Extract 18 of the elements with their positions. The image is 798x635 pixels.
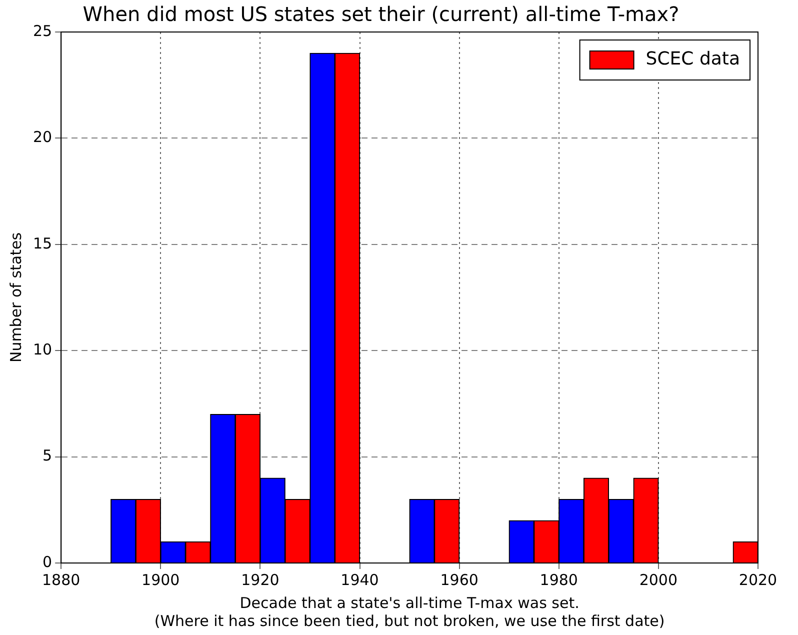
- y-tick-label: 10: [32, 340, 52, 358]
- x-tick-label: 1960: [440, 570, 478, 589]
- x-tick-label: 1980: [540, 570, 578, 589]
- y-tick-label: 0: [42, 552, 52, 571]
- x-tick-label: 1940: [340, 570, 379, 589]
- x-tick-label: 1900: [142, 570, 180, 589]
- x-tick-label: 2000: [639, 570, 678, 589]
- x-tick-label: 2020: [738, 570, 778, 589]
- legend-label: SCEC data: [646, 48, 740, 70]
- x-axis-title: Decade that a state's all-time T-max was set. (Where it has since been tied, but not broken, we use the first date): [154, 594, 665, 630]
- y-axis-title: Number of states: [6, 232, 25, 363]
- chart-title: When did most US states set their (current) all-time T-max?: [82, 2, 680, 26]
- x-tick-label: 1880: [42, 570, 80, 589]
- x-tick-label: 1920: [241, 570, 280, 589]
- y-tick-label: 20: [32, 128, 52, 146]
- y-tick-label: 15: [32, 234, 52, 252]
- y-tick-label: 25: [32, 22, 52, 40]
- y-tick-label: 5: [42, 446, 52, 465]
